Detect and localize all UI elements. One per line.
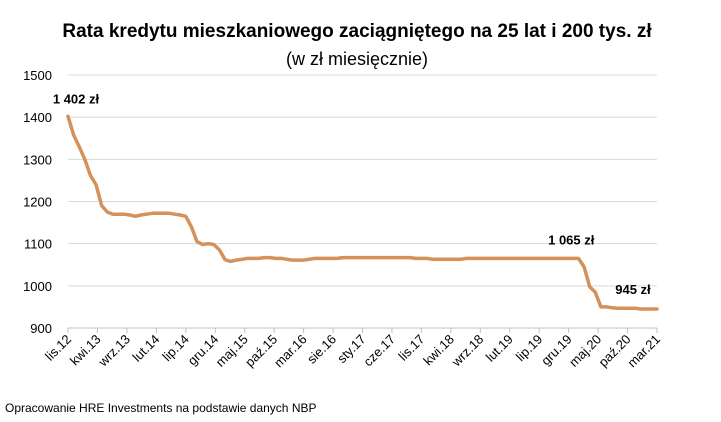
x-tick-label: maj.20 xyxy=(566,332,604,370)
data-label: 1 065 zł xyxy=(548,232,595,247)
series-layer xyxy=(66,114,659,311)
x-tick-label: maj.15 xyxy=(213,332,251,370)
x-tick-label: wrz.13 xyxy=(95,332,133,370)
x-tick-label: sie.16 xyxy=(304,332,339,367)
series-line xyxy=(66,114,659,311)
x-tick-label: lut.19 xyxy=(483,332,516,365)
x-tick-label: mar.16 xyxy=(271,332,310,371)
chart-subtitle: (w zł miesięcznie) xyxy=(286,49,428,69)
y-tick-label: 1100 xyxy=(24,237,52,252)
y-tick-label: 1000 xyxy=(23,279,52,294)
y-tick-label: 1300 xyxy=(23,152,52,167)
data-label: 945 zł xyxy=(615,282,651,297)
y-axis-ticks: 900 1000 1100 1200 1300 1400 1500 xyxy=(23,68,52,336)
chart-title: Rata kredytu mieszkaniowego zaciągnięteg… xyxy=(62,21,652,42)
x-tick-label: lut.14 xyxy=(129,332,162,365)
x-tick-label: wrz.18 xyxy=(448,332,486,370)
x-tick-label: cze.17 xyxy=(360,332,398,370)
y-tick-label: 1500 xyxy=(23,68,52,83)
y-tick-label: 1400 xyxy=(23,110,52,125)
y-tick-label: 1200 xyxy=(23,195,52,210)
source-note: Opracowanie HRE Investments na podstawie… xyxy=(5,401,317,415)
x-tick-label: mar.21 xyxy=(624,332,663,371)
x-axis-ticks: lis.12kwi.13wrz.13lut.14lip.14gru.14maj.… xyxy=(42,328,663,370)
gridlines xyxy=(68,74,657,329)
data-label: 1 402 zł xyxy=(53,91,100,106)
y-tick-label: 900 xyxy=(30,321,52,336)
annotations: 1 402 zł 1 065 zł 945 zł xyxy=(53,91,651,297)
